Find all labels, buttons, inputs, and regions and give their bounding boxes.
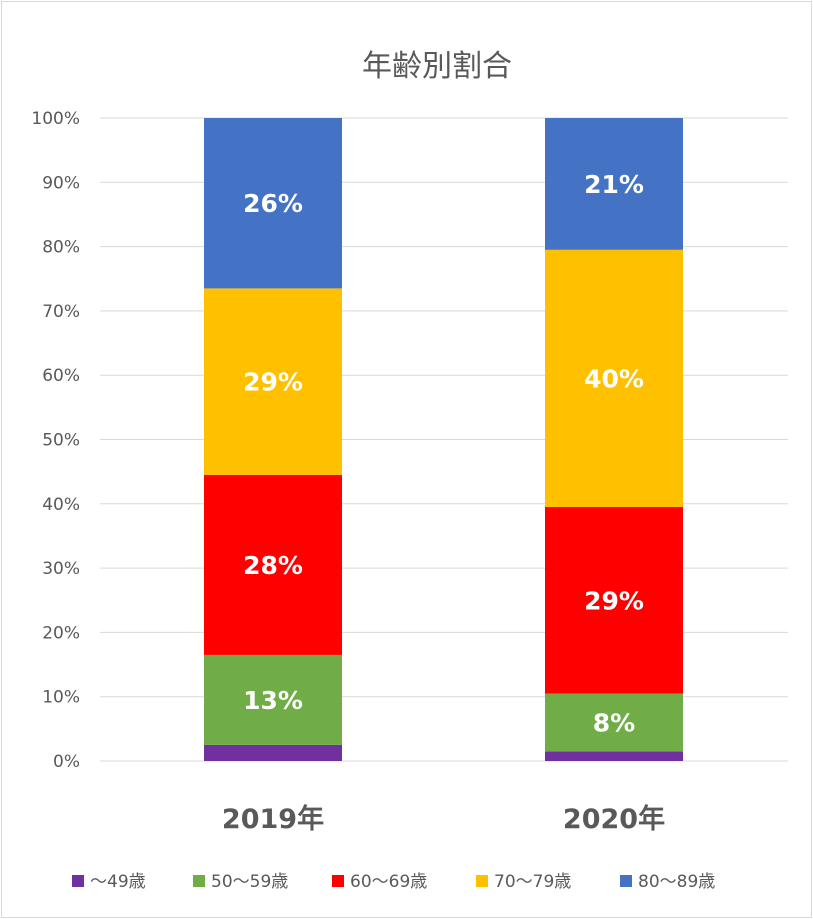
data-label: 29%	[584, 586, 644, 615]
bar-segment	[545, 249, 683, 508]
bar-segment	[545, 507, 683, 694]
data-label: 29%	[243, 368, 303, 397]
bar-segment	[204, 744, 342, 761]
y-tick-label: 10%	[42, 688, 80, 708]
data-label: 8%	[593, 708, 635, 737]
y-tick-label: 90%	[42, 173, 80, 193]
category-label: 2019年	[222, 803, 324, 835]
chart-title: 年齢別割合	[362, 49, 512, 84]
legend-swatch	[193, 875, 205, 887]
legend-item: ～49歳	[72, 872, 146, 892]
bar-segment	[545, 751, 683, 761]
data-label: 13%	[243, 686, 303, 715]
y-axis: 0% 10% 20% 30% 40% 50% 60% 70% 80% 90% 100%	[31, 109, 80, 772]
y-tick-label: 0%	[53, 752, 80, 772]
legend-label: 50～59歳	[211, 872, 288, 892]
legend-label: 80～89歳	[638, 872, 715, 892]
bars: 13% 28% 29% 26% 8% 29% 40% 21%	[204, 118, 683, 761]
legend-swatch	[72, 875, 84, 887]
legend-swatch	[332, 875, 344, 887]
y-tick-label: 80%	[42, 238, 80, 258]
legend-item: 50～59歳	[193, 872, 288, 892]
legend-item: 70～79歳	[476, 872, 571, 892]
legend-label: 70～79歳	[494, 872, 571, 892]
legend-label: ～49歳	[90, 872, 146, 892]
legend-item: 60～69歳	[332, 872, 427, 892]
bar-segment	[204, 474, 342, 655]
legend-item: 80～89歳	[620, 872, 715, 892]
y-tick-label: 30%	[42, 559, 80, 579]
y-tick-label: 100%	[31, 109, 80, 129]
data-label: 28%	[243, 551, 303, 580]
bar-segment	[204, 118, 342, 289]
legend-swatch	[476, 875, 488, 887]
category-label: 2020年	[563, 803, 665, 835]
legend-swatch	[620, 875, 632, 887]
gridlines	[100, 117, 788, 762]
legend-label: 60～69歳	[350, 872, 427, 892]
bar-segment	[204, 654, 342, 745]
y-tick-label: 60%	[42, 366, 80, 386]
y-tick-label: 20%	[42, 623, 80, 643]
data-label: 26%	[243, 189, 303, 218]
y-tick-label: 40%	[42, 495, 80, 515]
data-label: 21%	[584, 170, 644, 199]
bar-segment	[545, 118, 683, 250]
x-axis: 2019年 2020年	[222, 803, 665, 835]
data-label: 40%	[584, 364, 644, 393]
bar-segment	[545, 693, 683, 752]
legend: ～49歳 50～59歳 60～69歳 70～79歳 80～89歳	[72, 872, 715, 892]
bar-segment	[204, 288, 342, 475]
y-tick-label: 50%	[42, 431, 80, 451]
y-tick-label: 70%	[42, 302, 80, 322]
